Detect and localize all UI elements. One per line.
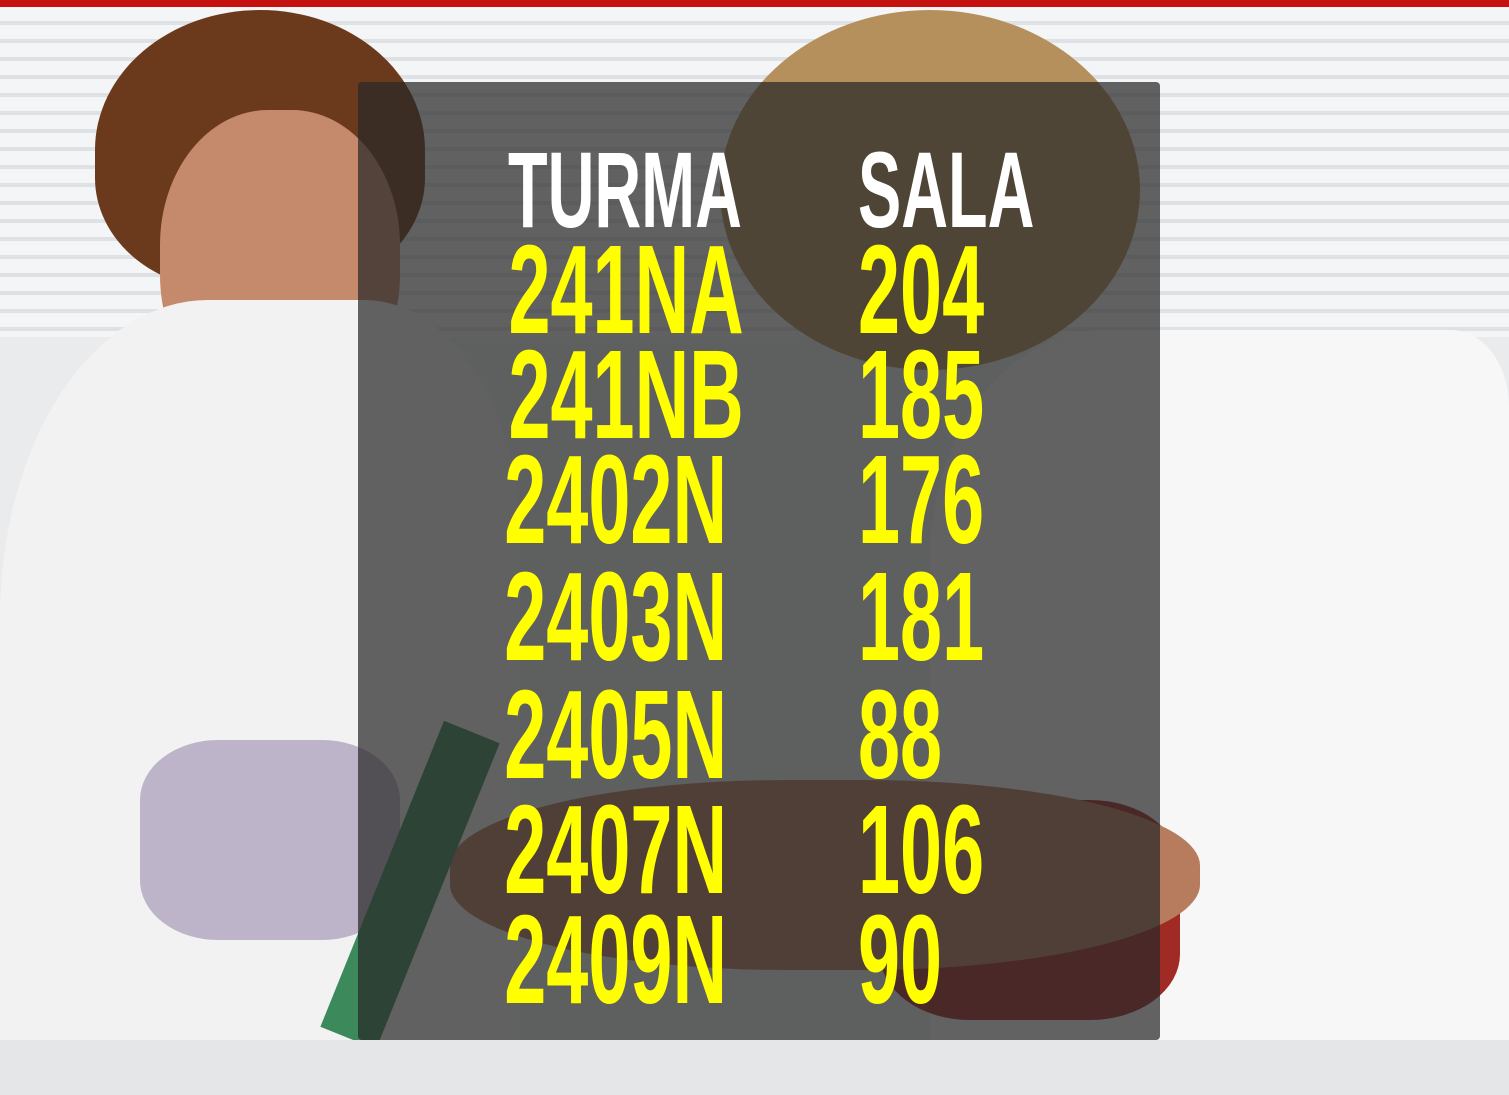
table-surface — [0, 1040, 1509, 1095]
table-cell: 2405N — [430, 675, 790, 795]
red-bar — [0, 0, 1509, 7]
table-cell-text: 181 — [858, 557, 984, 677]
table-cell-text: 88 — [858, 675, 942, 795]
table-cell-text: 90 — [858, 900, 942, 1020]
table-cell: 181 — [858, 557, 1158, 677]
table-cell: 88 — [858, 675, 1158, 795]
table-cell: 2403N — [430, 557, 790, 677]
table-cell: 2409N — [430, 900, 790, 1020]
table-cell-text: 176 — [858, 440, 984, 560]
table-cell: 90 — [858, 900, 1158, 1020]
table-cell: 176 — [858, 440, 1158, 560]
table-cell-text: 2405N — [504, 675, 727, 795]
table-cell-text: 2403N — [504, 557, 727, 677]
table-cell-text: 2409N — [504, 900, 727, 1020]
page: TURMASALA241NA204241NB1852402N1762403N18… — [0, 0, 1509, 1095]
table-cell: 2402N — [430, 440, 790, 560]
table-cell-text: 2402N — [504, 440, 727, 560]
